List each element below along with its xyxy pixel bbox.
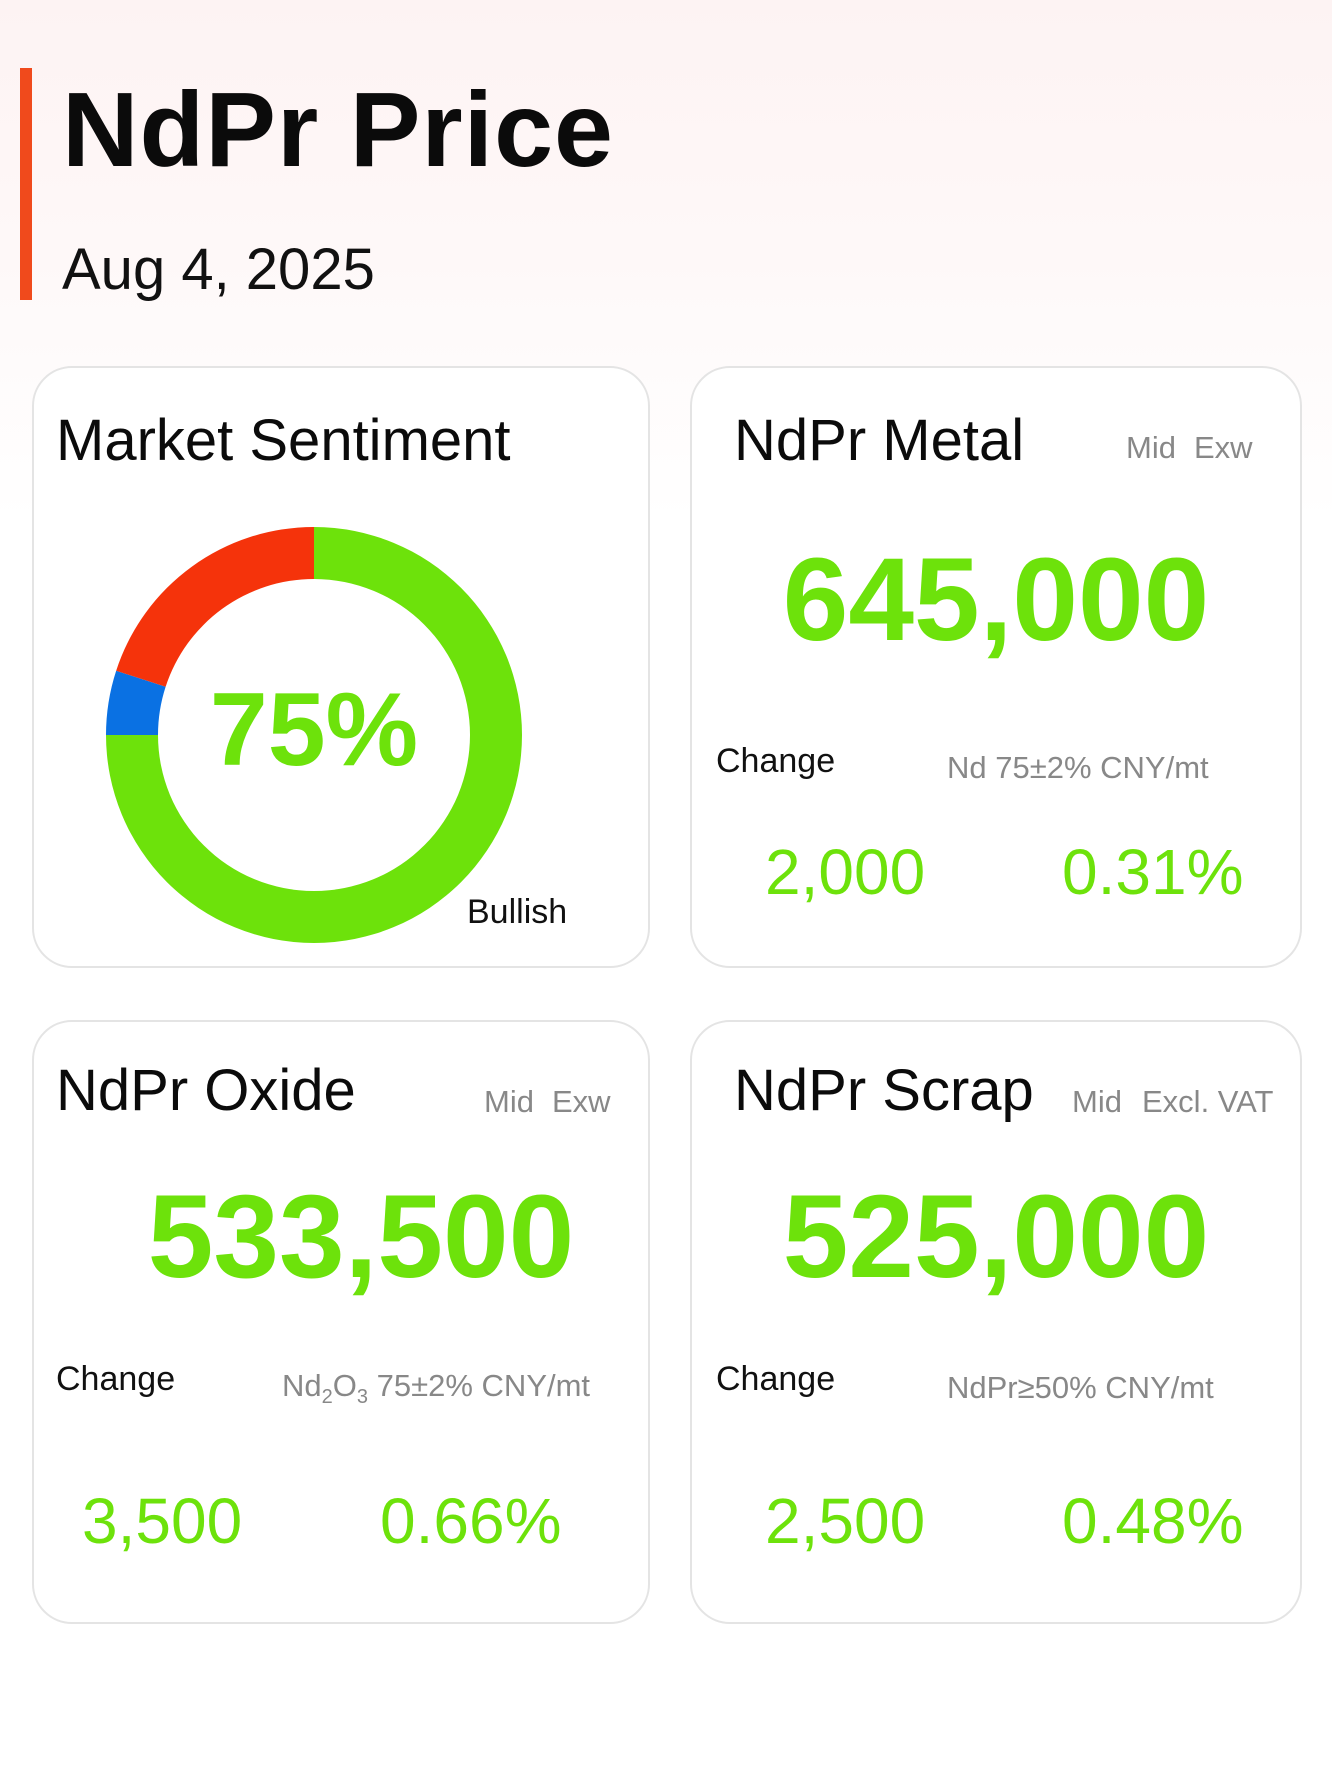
metal-change-label: Change bbox=[716, 742, 836, 780]
scrap-change-pct: 0.48% bbox=[1062, 1485, 1244, 1557]
sentiment-donut-svg bbox=[106, 527, 522, 943]
oxide-tag-basis: Exw bbox=[552, 1084, 611, 1119]
ndpr-scrap-card: NdPr Scrap Mid Excl. VAT 525,000 Change … bbox=[690, 1020, 1302, 1624]
oxide-spec: Nd2O3 75±2% CNY/mt bbox=[282, 1370, 590, 1407]
scrap-price: 525,000 bbox=[782, 1171, 1210, 1303]
oxide-spec-nd: Nd bbox=[282, 1368, 322, 1403]
oxide-spec-rest: 75±2% CNY/mt bbox=[368, 1368, 591, 1403]
scrap-tag-basis: Excl. VAT bbox=[1142, 1084, 1274, 1119]
oxide-change-abs: 3,500 bbox=[82, 1485, 243, 1557]
metal-change-abs: 2,000 bbox=[765, 836, 926, 908]
oxide-title: NdPr Oxide bbox=[56, 1058, 356, 1123]
page-title: NdPr Price bbox=[62, 71, 615, 189]
metal-spec: Nd 75±2% CNY/mt bbox=[947, 750, 1209, 785]
sentiment-title: Market Sentiment bbox=[56, 408, 511, 473]
scrap-tag-mid: Mid bbox=[1072, 1084, 1122, 1119]
oxide-change-pct: 0.66% bbox=[380, 1485, 562, 1557]
oxide-price: 533,500 bbox=[147, 1171, 575, 1303]
scrap-change-label: Change bbox=[716, 1360, 836, 1398]
sentiment-donut-chart bbox=[104, 525, 524, 945]
page-date: Aug 4, 2025 bbox=[62, 237, 375, 302]
donut-slice-neutral bbox=[106, 670, 166, 735]
oxide-spec-o: O bbox=[332, 1368, 357, 1403]
ndpr-metal-card: NdPr Metal Mid Exw 645,000 Change Nd 75±… bbox=[690, 366, 1302, 968]
donut-slice-bearish bbox=[116, 527, 315, 687]
oxide-tag-mid: Mid bbox=[484, 1084, 534, 1119]
oxide-spec-sub1: 2 bbox=[321, 1386, 333, 1409]
scrap-title: NdPr Scrap bbox=[734, 1058, 1034, 1123]
oxide-change-label: Change bbox=[56, 1360, 176, 1398]
market-sentiment-card: Market Sentiment 75% Bullish bbox=[32, 366, 650, 968]
metal-tag-basis: Exw bbox=[1194, 430, 1253, 465]
sentiment-center-value: 75% bbox=[209, 672, 419, 788]
title-accent-bar bbox=[20, 68, 32, 300]
metal-price: 645,000 bbox=[782, 534, 1210, 666]
metal-title: NdPr Metal bbox=[734, 408, 1025, 473]
ndpr-oxide-card: NdPr Oxide Mid Exw 533,500 Change Nd2O3 … bbox=[32, 1020, 650, 1624]
metal-change-pct: 0.31% bbox=[1062, 836, 1244, 908]
scrap-change-abs: 2,500 bbox=[765, 1485, 926, 1557]
sentiment-label-bullish: Bullish bbox=[467, 893, 568, 931]
metal-tag-mid: Mid bbox=[1126, 430, 1176, 465]
scrap-spec: NdPr≥50% CNY/mt bbox=[947, 1370, 1214, 1405]
oxide-spec-sub2: 3 bbox=[356, 1386, 369, 1409]
